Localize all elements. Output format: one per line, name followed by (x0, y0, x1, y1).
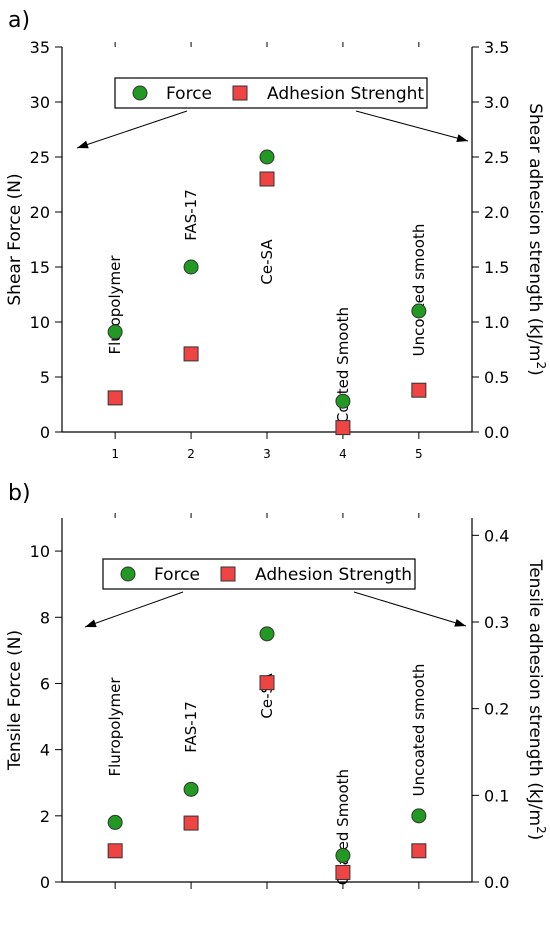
panel-label: b) (8, 481, 31, 506)
panel-label: a) (8, 8, 30, 33)
y2-axis-title-main: Tensile adhesion strength (kJ/m (525, 559, 545, 826)
y2-tick-label: 0.3 (484, 613, 509, 632)
legend-box (114, 77, 428, 109)
adhesion-point (259, 675, 275, 691)
x-tick-label: 4 (339, 447, 347, 461)
y-tick-label: 10 (30, 542, 50, 561)
force-point (107, 814, 123, 830)
legend-marker-circle (120, 566, 136, 582)
y-tick-label: 30 (30, 93, 50, 112)
adhesion-point (183, 346, 199, 362)
y2-tick-label: 1.0 (484, 313, 509, 332)
sample-annotation: FAS-17 (182, 701, 200, 753)
arrowhead (77, 140, 89, 149)
y-tick-label: 6 (40, 674, 50, 693)
arrowhead (85, 619, 97, 628)
arrow-to-right-axis (353, 591, 467, 627)
y2-tick-label: 2.5 (484, 148, 509, 167)
arrow-to-right-axis (355, 110, 469, 142)
adhesion-point (411, 382, 427, 398)
legend-label: Force (166, 84, 212, 104)
y2-axis-title-sup: 2 (534, 361, 548, 369)
force-point (183, 259, 199, 275)
y-tick-label: 5 (40, 368, 50, 387)
y2-tick-label: 0.5 (484, 368, 509, 387)
force-point (411, 303, 427, 319)
sample-annotation: Ce-SA (258, 239, 276, 285)
arrow-to-left-axis (76, 110, 188, 149)
y2-tick-label: 0.1 (484, 786, 509, 805)
y-tick-label: 0 (40, 423, 50, 442)
y-tick-label: 4 (40, 741, 50, 760)
sample-annotation: Uncoated smooth (410, 664, 428, 797)
adhesion-point (183, 815, 199, 831)
legend-label: Adhesion Strenght (267, 84, 424, 104)
y-axis-title: Shear Force (N) (5, 173, 25, 305)
y2-axis-title-end: ) (525, 834, 545, 841)
force-point (335, 393, 351, 409)
adhesion-point (411, 843, 427, 859)
y2-axis-title: Tensile adhesion strength (kJ/m2) (525, 559, 548, 841)
y2-tick-label: 1.5 (484, 258, 509, 277)
sample-annotation: Fluropolymer (106, 677, 124, 777)
y-tick-label: 35 (30, 38, 50, 57)
y-tick-label: 2 (40, 807, 50, 826)
x-tick-label: 5 (415, 447, 423, 461)
y-tick-label: 8 (40, 608, 50, 627)
legend-marker-square (232, 85, 248, 101)
arrowhead (454, 618, 466, 627)
legend-marker-square (220, 566, 236, 582)
adhesion-point (335, 420, 351, 436)
y-tick-label: 25 (30, 148, 50, 167)
chart-panel-b: b) 0 2 4 6 8 10 0.0 0.1 0.2 0.3 0.4 Tensile Force (N… (5, 481, 548, 892)
y2-axis-title-sup: 2 (534, 826, 548, 834)
arrow-to-left-axis (84, 591, 184, 628)
force-point (259, 149, 275, 165)
y-axis-title: Tensile Force (N) (5, 630, 25, 771)
x-tick-label: 3 (263, 447, 271, 461)
y2-axis-title-end: ) (525, 369, 545, 376)
y2-axis-title-main: Shear adhesion strength (kJ/m (525, 103, 545, 361)
force-point (411, 808, 427, 824)
y-tick-label: 20 (30, 203, 50, 222)
y-tick-label: 15 (30, 258, 50, 277)
adhesion-point (335, 864, 351, 880)
sample-annotation: Uncoated smooth (410, 224, 428, 357)
y2-tick-label: 3.0 (484, 93, 509, 112)
force-point (183, 781, 199, 797)
y2-tick-label: 0.0 (484, 873, 509, 892)
legend-label: Adhesion Strength (255, 565, 412, 585)
y2-tick-label: 2.0 (484, 203, 509, 222)
y2-tick-label: 0.2 (484, 700, 509, 719)
adhesion-point (107, 843, 123, 859)
sample-annotation: Fluropolymer (106, 255, 124, 355)
x-tick-label: 1 (111, 447, 119, 461)
y-tick-label: 10 (30, 313, 50, 332)
force-point (335, 848, 351, 864)
force-point (259, 626, 275, 642)
adhesion-point (259, 171, 275, 187)
y-tick-label: 0 (40, 873, 50, 892)
y2-tick-label: 0.4 (484, 526, 509, 545)
legend-marker-circle (132, 85, 148, 101)
adhesion-point (107, 390, 123, 406)
y2-axis-title: Shear adhesion strength (kJ/m2) (525, 103, 548, 376)
sample-annotation: FAS-17 (182, 189, 200, 241)
arrowhead (456, 134, 468, 143)
legend-label: Force (154, 565, 200, 585)
sample-annotation: Coated Smooth (334, 307, 352, 423)
y2-tick-label: 0.0 (484, 423, 509, 442)
legend-box (102, 558, 416, 590)
x-tick-label: 2 (187, 447, 195, 461)
force-point (107, 324, 123, 340)
chart-panel-a: a) 1 2 3 4 5 0 5 10 15 20 25 30 35 0.0 0.5 1.0 1.5 2.0 2.5 3… (5, 8, 548, 461)
y2-tick-label: 3.5 (484, 38, 509, 57)
